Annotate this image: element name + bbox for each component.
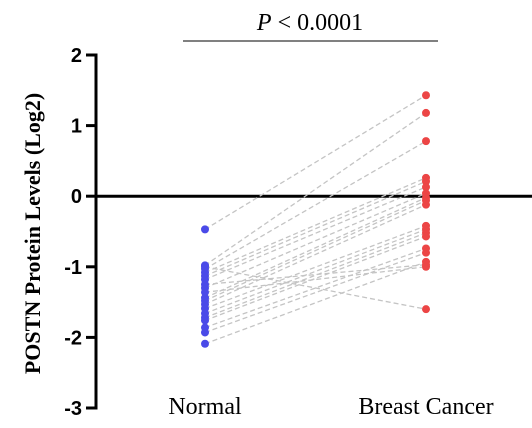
normal-point	[201, 328, 209, 337]
breast-cancer-point	[422, 91, 430, 100]
pair-line	[204, 266, 427, 310]
breast-cancer-point	[422, 200, 430, 209]
pair-line	[204, 192, 427, 289]
y-tick-label: 2	[71, 45, 82, 67]
pair-line	[204, 252, 427, 334]
pair-line	[204, 94, 427, 230]
y-tick-label: -1	[64, 257, 82, 279]
p-symbol: P	[256, 10, 272, 36]
breast-cancer-point	[422, 262, 430, 271]
y-axis: 2 1 0 -1 -2 -3	[64, 45, 98, 420]
pair-lines	[204, 94, 427, 345]
pair-line	[204, 197, 427, 299]
x-category-labels: Normal Breast Cancer	[168, 394, 493, 420]
pair-line	[204, 199, 427, 302]
pair-line	[204, 264, 427, 286]
pair-line	[204, 204, 427, 305]
pair-line	[204, 112, 427, 266]
x-category-label: Breast Cancer	[358, 394, 493, 420]
y-tick-label: -2	[64, 327, 82, 349]
normal-point	[201, 339, 209, 348]
pair-line	[204, 266, 427, 293]
y-tick-label: -3	[64, 398, 82, 420]
normal-point	[201, 316, 209, 325]
breast-cancer-point	[422, 177, 430, 186]
breast-cancer-point	[422, 183, 430, 192]
breast-cancer-point	[422, 232, 430, 241]
normal-point	[201, 262, 209, 271]
breast-cancer-point	[422, 305, 430, 314]
normal-point	[201, 280, 209, 289]
breast-cancer-point	[422, 108, 430, 117]
p-value-annotation: P < 0.0001	[256, 10, 363, 36]
data-points	[201, 91, 430, 348]
pair-line	[204, 186, 427, 281]
breast-cancer-point	[422, 137, 430, 146]
pair-line	[204, 140, 427, 270]
breast-cancer-point	[422, 248, 430, 257]
pair-line	[204, 247, 427, 329]
y-tick-label: 0	[71, 186, 82, 208]
p-threshold: < 0.0001	[272, 10, 364, 36]
pair-line	[204, 232, 427, 319]
pair-line	[204, 225, 427, 310]
y-axis-label: POSTN Protein Levels (Log2)	[20, 93, 45, 374]
pair-line	[204, 235, 427, 322]
normal-point	[201, 288, 209, 297]
pair-line	[204, 261, 427, 345]
x-category-label: Normal	[168, 394, 242, 420]
pair-line	[204, 177, 427, 274]
pair-line	[204, 180, 427, 277]
normal-point	[201, 225, 209, 234]
y-tick-label: 1	[71, 116, 82, 138]
